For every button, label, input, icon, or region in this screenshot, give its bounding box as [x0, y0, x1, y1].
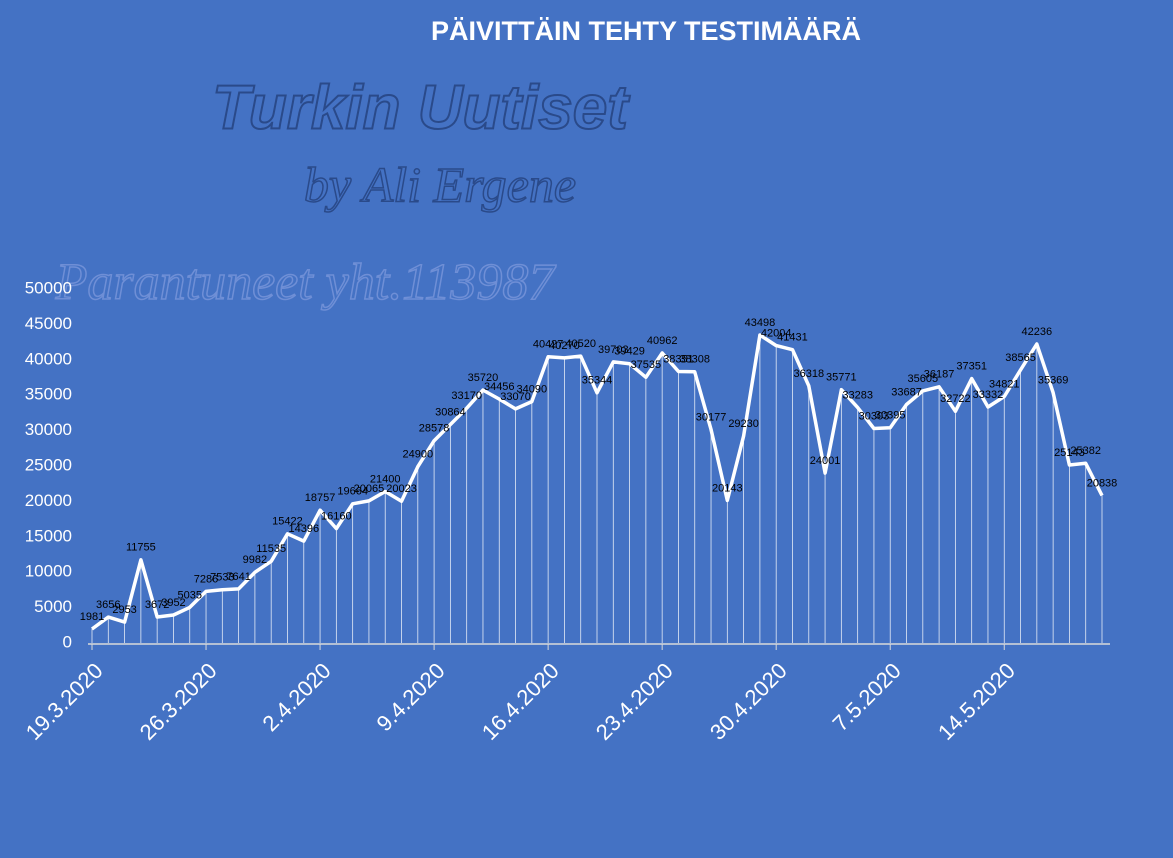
- x-tick-label: 14.5.2020: [933, 658, 1020, 745]
- data-label: 34456: [484, 381, 515, 393]
- data-label: 40962: [647, 335, 678, 347]
- data-label: 36318: [793, 368, 824, 380]
- data-label: 20065: [354, 483, 385, 495]
- x-tick-label: 16.4.2020: [477, 658, 564, 745]
- data-label: 33170: [451, 390, 482, 402]
- x-tick-label: 7.5.2020: [828, 658, 906, 736]
- data-label: 33332: [973, 389, 1004, 401]
- data-label: 29230: [728, 418, 759, 430]
- y-tick-label: 10000: [25, 562, 72, 581]
- x-tick-label: 19.3.2020: [21, 658, 108, 745]
- data-label: 38565: [1005, 352, 1036, 364]
- data-label: 18757: [305, 492, 336, 504]
- y-tick-label: 35000: [25, 385, 72, 404]
- data-label: 7533: [210, 572, 234, 584]
- data-label: 33283: [842, 389, 873, 401]
- y-tick-label: 45000: [25, 314, 72, 333]
- data-label: 38351: [663, 353, 694, 365]
- data-label: 40270: [549, 340, 580, 352]
- data-label: 24001: [810, 455, 841, 467]
- data-label: 11755: [126, 542, 156, 554]
- data-line: [90, 333, 1104, 631]
- data-label: 43498: [745, 317, 776, 329]
- y-tick-label: 20000: [25, 491, 72, 510]
- y-tick-label: 25000: [25, 455, 72, 474]
- data-label: 42004: [761, 328, 792, 340]
- x-tick-label: 9.4.2020: [372, 658, 450, 736]
- chart-title: PÄIVITTÄIN TEHTY TESTIMÄÄRÄ: [431, 16, 861, 46]
- data-label: 3656: [96, 599, 120, 611]
- y-tick-label: 15000: [25, 526, 72, 545]
- data-label: 30177: [696, 411, 727, 423]
- data-label: 3672: [145, 599, 169, 611]
- y-tick-label: 50000: [25, 278, 72, 297]
- data-label: 14396: [288, 523, 319, 535]
- data-label: 1981: [80, 611, 104, 623]
- data-label: 35344: [582, 375, 613, 387]
- data-label: 32722: [940, 393, 971, 405]
- data-label: 30395: [875, 410, 906, 422]
- data-label: 35771: [826, 372, 857, 384]
- data-label: 11535: [256, 543, 286, 555]
- data-label: 35720: [468, 372, 499, 384]
- data-label: 37535: [631, 359, 662, 371]
- data-label: 15422: [272, 516, 303, 528]
- data-label: 42236: [1022, 326, 1053, 338]
- data-label: 33070: [500, 391, 531, 403]
- watermark: Parantuneet yht.113987: [55, 254, 557, 311]
- x-tick-label: 26.3.2020: [135, 658, 222, 745]
- y-tick-label: 0: [63, 632, 72, 651]
- data-label: 33687: [891, 386, 922, 398]
- data-label: 25143: [1054, 447, 1085, 459]
- data-label: 41431: [777, 332, 808, 344]
- data-label: 9982: [243, 554, 267, 566]
- data-label: 25382: [1070, 445, 1101, 457]
- data-label: 3952: [161, 597, 185, 609]
- data-label: 34821: [989, 378, 1020, 390]
- data-label: 30303: [859, 410, 890, 422]
- data-label: 16160: [321, 510, 352, 522]
- data-label: 21400: [370, 473, 401, 485]
- data-label: 34090: [517, 384, 548, 396]
- data-label: 20838: [1087, 477, 1118, 489]
- y-tick-label: 40000: [25, 349, 72, 368]
- y-tick-label: 30000: [25, 420, 72, 439]
- data-label: 35605: [908, 373, 939, 385]
- data-label: 40520: [565, 338, 596, 350]
- data-label: 7641: [226, 571, 250, 583]
- data-label: 24900: [403, 449, 434, 461]
- data-label: 36187: [924, 369, 955, 381]
- watermark: by Ali Ergene: [304, 156, 576, 212]
- data-label: 37351: [956, 360, 987, 372]
- x-tick-label: 23.4.2020: [591, 658, 678, 745]
- data-label: 30864: [435, 406, 466, 418]
- data-label: 19664: [337, 486, 368, 498]
- x-tick-label: 2.4.2020: [257, 658, 335, 736]
- y-tick-label: 5000: [34, 597, 72, 616]
- data-label: 35369: [1038, 374, 1069, 386]
- data-label: 40427: [533, 339, 564, 351]
- data-label: 20143: [712, 482, 743, 494]
- data-label: 38308: [679, 354, 710, 366]
- data-label: 39429: [614, 346, 645, 358]
- data-label: 2953: [112, 604, 136, 616]
- x-tick-label: 30.4.2020: [705, 658, 792, 745]
- data-label: 28578: [419, 423, 450, 435]
- data-label: 5035: [177, 589, 201, 601]
- data-label: 7286: [194, 573, 218, 585]
- data-label: 39703: [598, 344, 629, 356]
- data-label: 20023: [386, 483, 417, 495]
- watermark: Turkin Uutiset: [212, 73, 630, 142]
